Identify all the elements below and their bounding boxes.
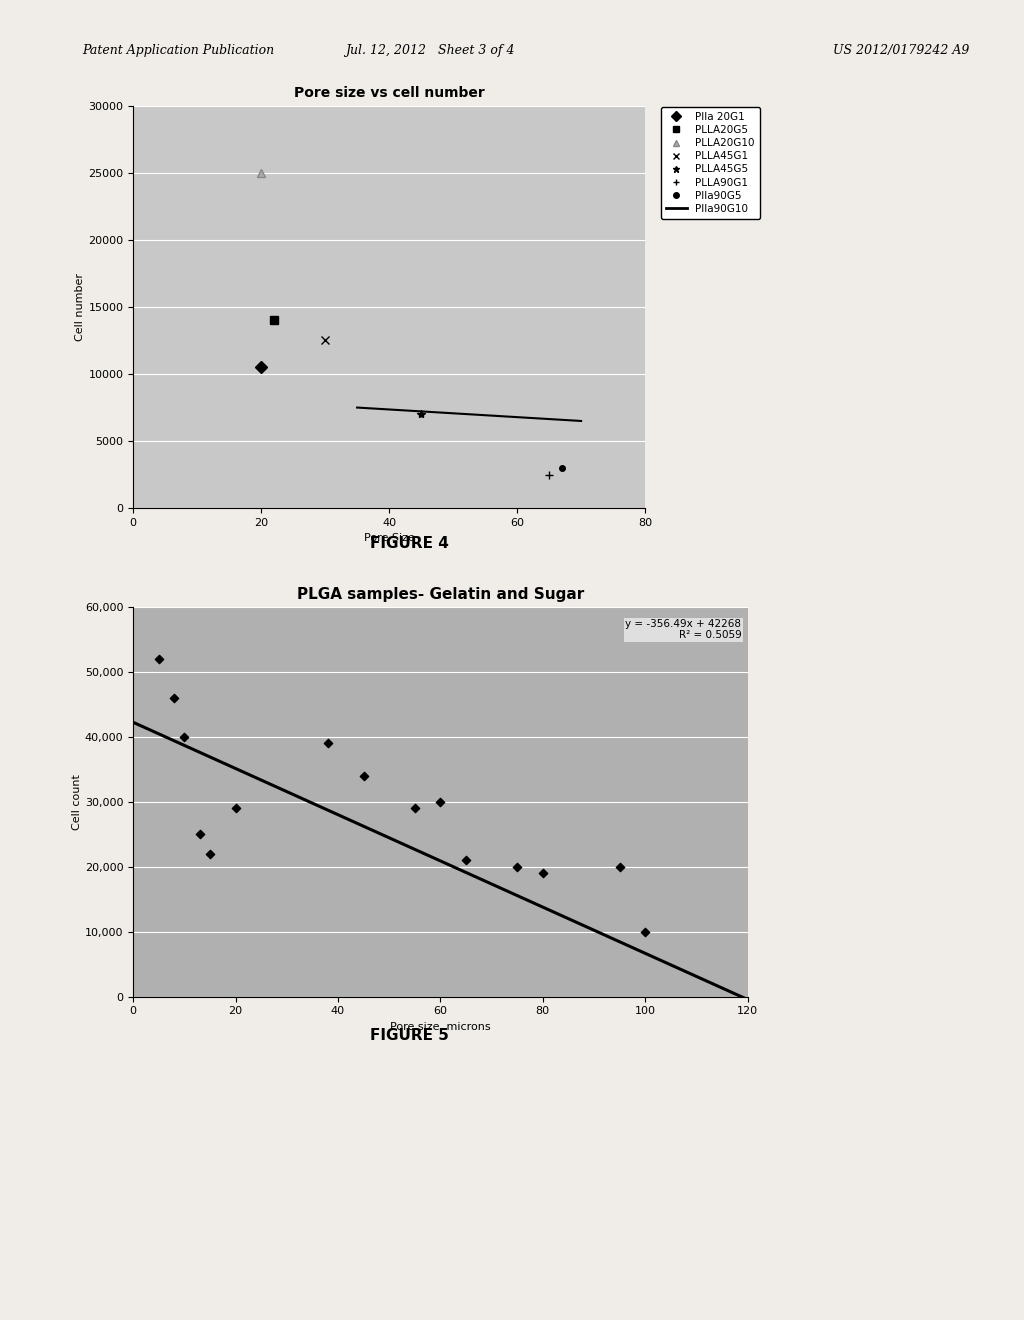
- Y-axis label: Cell number: Cell number: [76, 273, 85, 341]
- Point: [637, 921, 653, 942]
- Title: PLGA samples- Gelatin and Sugar: PLGA samples- Gelatin and Sugar: [297, 587, 584, 602]
- Point: [458, 850, 474, 871]
- Text: FIGURE 4: FIGURE 4: [370, 536, 450, 550]
- Text: y = -356.49x + 42268
R² = 0.5059: y = -356.49x + 42268 R² = 0.5059: [626, 619, 741, 640]
- Point: [166, 688, 182, 709]
- Text: US 2012/0179242 A9: US 2012/0179242 A9: [833, 44, 970, 57]
- Point: [151, 648, 167, 669]
- Point: [227, 797, 244, 818]
- Legend: Plla 20G1, PLLA20G5, PLLA20G10, PLLA45G1, PLLA45G5, PLLA90G1, Plla90G5, Plla90G1: Plla 20G1, PLLA20G5, PLLA20G10, PLLA45G1…: [660, 107, 760, 219]
- Point: [202, 843, 218, 865]
- Point: [407, 797, 423, 818]
- X-axis label: Pore Size: Pore Size: [364, 533, 415, 544]
- Point: [355, 766, 372, 787]
- Point: [535, 863, 551, 884]
- Point: [191, 824, 208, 845]
- Point: [432, 791, 449, 812]
- Title: Pore size vs cell number: Pore size vs cell number: [294, 86, 484, 100]
- Point: [611, 857, 628, 878]
- Point: [319, 733, 336, 754]
- Text: Patent Application Publication: Patent Application Publication: [82, 44, 274, 57]
- Y-axis label: Cell count: Cell count: [72, 774, 82, 830]
- Text: FIGURE 5: FIGURE 5: [370, 1028, 450, 1043]
- X-axis label: Pore size, microns: Pore size, microns: [390, 1022, 490, 1032]
- Text: Jul. 12, 2012   Sheet 3 of 4: Jul. 12, 2012 Sheet 3 of 4: [345, 44, 515, 57]
- Point: [509, 857, 525, 878]
- Point: [176, 726, 193, 747]
